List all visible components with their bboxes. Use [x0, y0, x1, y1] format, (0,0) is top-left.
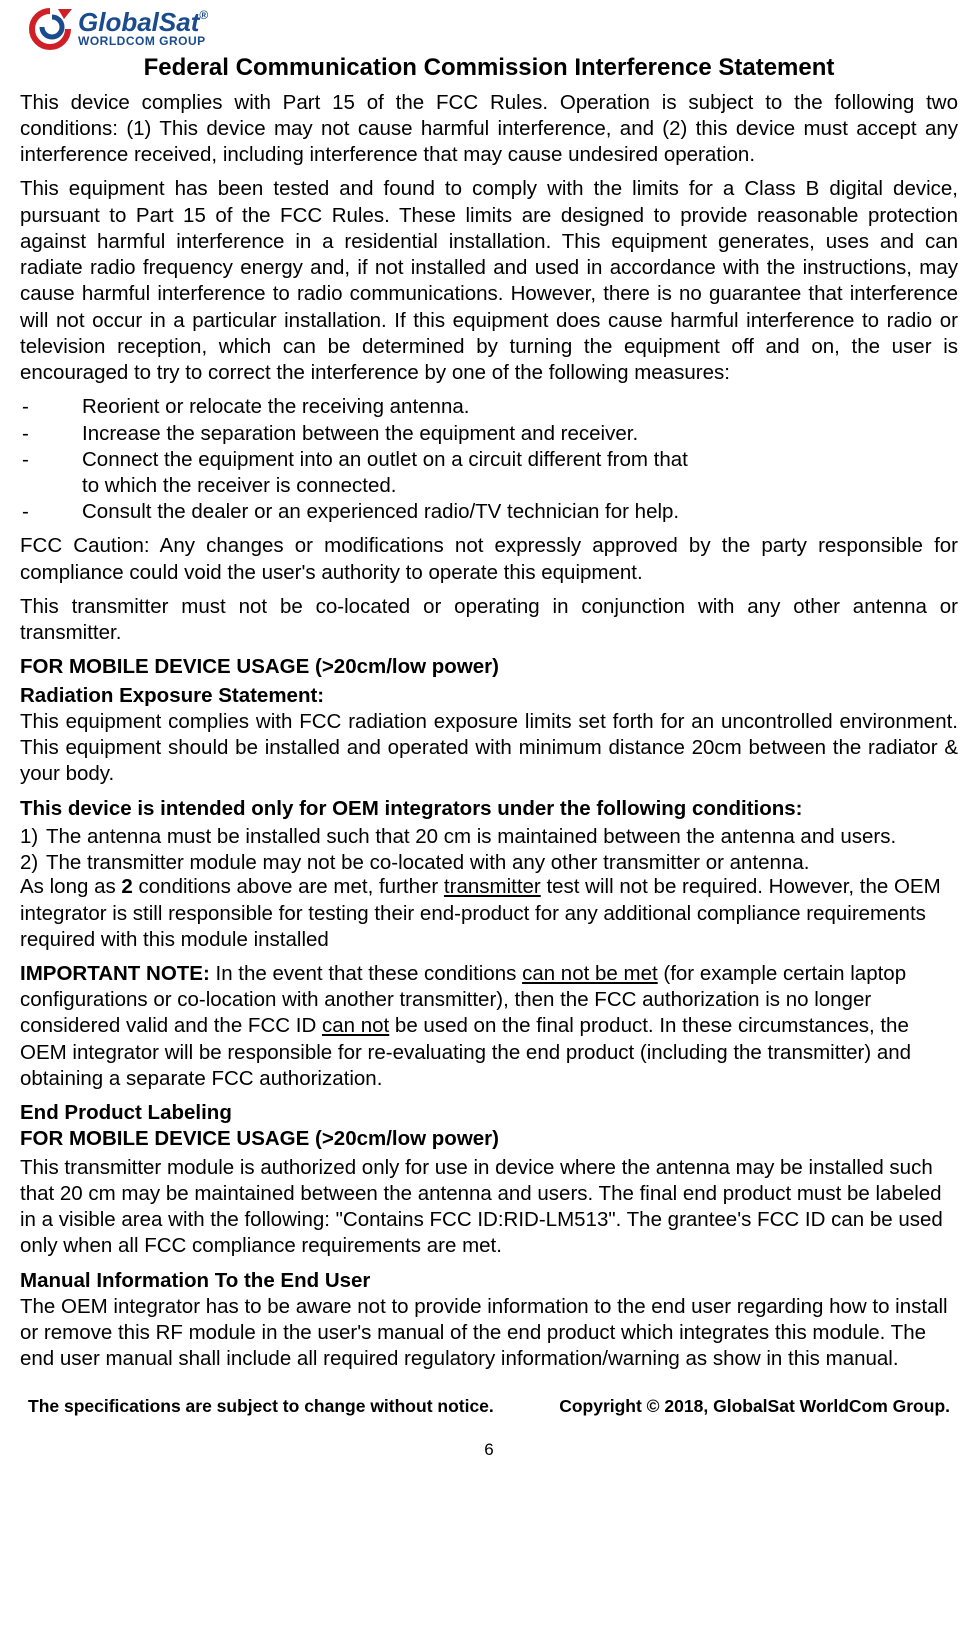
logo-subtitle: WORLDCOM GROUP [78, 35, 208, 47]
underline-text: can not [322, 1014, 389, 1037]
heading-manual-info: Manual Information To the End User [20, 1268, 958, 1294]
bullet-item: Connect the equipment into an outlet on … [82, 447, 958, 473]
numbered-list: 1)The antenna must be installed such tha… [20, 824, 958, 876]
paragraph-compliance: This device complies with Part 15 of the… [20, 90, 958, 169]
bullet-list: -Reorient or relocate the receiving ante… [20, 394, 958, 525]
list-number: 2) [20, 850, 46, 876]
logo-brand: GlobalSat® [78, 9, 208, 35]
footer: The specifications are subject to change… [20, 1395, 958, 1417]
heading-radiation: Radiation Exposure Statement: [20, 684, 324, 707]
logo-text: GlobalSat® WORLDCOM GROUP [78, 9, 208, 47]
bullet-dash: - [20, 447, 82, 473]
list-number: 1) [20, 824, 46, 850]
footer-right: Copyright © 2018, GlobalSat WorldCom Gro… [559, 1395, 950, 1417]
bullet-dash: - [20, 394, 82, 420]
page-title: Federal Communication Commission Interfe… [20, 53, 958, 84]
bold-text: IMPORTANT NOTE: [20, 962, 210, 985]
underline-text: can not be met [522, 962, 658, 985]
brand-name: GlobalSat [78, 7, 199, 37]
text: As long as [20, 875, 121, 898]
bullet-item: Consult the dealer or an experienced rad… [82, 499, 958, 525]
paragraph-manual-info: The OEM integrator has to be aware not t… [20, 1294, 958, 1373]
bullet-item: Increase the separation between the equi… [82, 421, 958, 447]
reg-mark: ® [199, 8, 208, 22]
bullet-continuation: to which the receiver is connected. [20, 473, 958, 499]
text: In the event that these conditions [210, 962, 522, 985]
heading-end-product: End Product Labeling FOR MOBILE DEVICE U… [20, 1100, 958, 1152]
paragraph-labeling: This transmitter module is authorized on… [20, 1155, 958, 1260]
list-text: The antenna must be installed such that … [46, 824, 958, 850]
underline-text: transmitter [444, 875, 541, 898]
bullet-dash: - [20, 421, 82, 447]
page-number: 6 [20, 1439, 958, 1461]
heading-line: FOR MOBILE DEVICE USAGE (>20cm/low power… [20, 1126, 958, 1152]
bold-text: 2 [121, 875, 132, 898]
logo-mark [28, 5, 73, 50]
paragraph-class-b: This equipment has been tested and found… [20, 176, 958, 386]
bullet-item: Reorient or relocate the receiving anten… [82, 394, 958, 420]
paragraph-fcc-caution: FCC Caution: Any changes or modification… [20, 533, 958, 585]
text: conditions above are met, further [133, 875, 444, 898]
paragraph-important-note: IMPORTANT NOTE: In the event that these … [20, 961, 958, 1092]
section-radiation: Radiation Exposure Statement: [20, 683, 958, 709]
paragraph-radiation: This equipment complies with FCC radiati… [20, 709, 958, 788]
heading-oem: This device is intended only for OEM int… [20, 796, 958, 822]
paragraph-colocation: This transmitter must not be co-located … [20, 594, 958, 646]
heading-mobile-usage-1: FOR MOBILE DEVICE USAGE (>20cm/low power… [20, 654, 958, 680]
footer-left: The specifications are subject to change… [28, 1395, 494, 1417]
heading-line: End Product Labeling [20, 1100, 958, 1126]
paragraph-conditions: As long as 2 conditions above are met, f… [20, 874, 958, 953]
list-text: The transmitter module may not be co-loc… [46, 850, 958, 876]
bullet-dash: - [20, 499, 82, 525]
logo: GlobalSat® WORLDCOM GROUP [20, 0, 958, 53]
